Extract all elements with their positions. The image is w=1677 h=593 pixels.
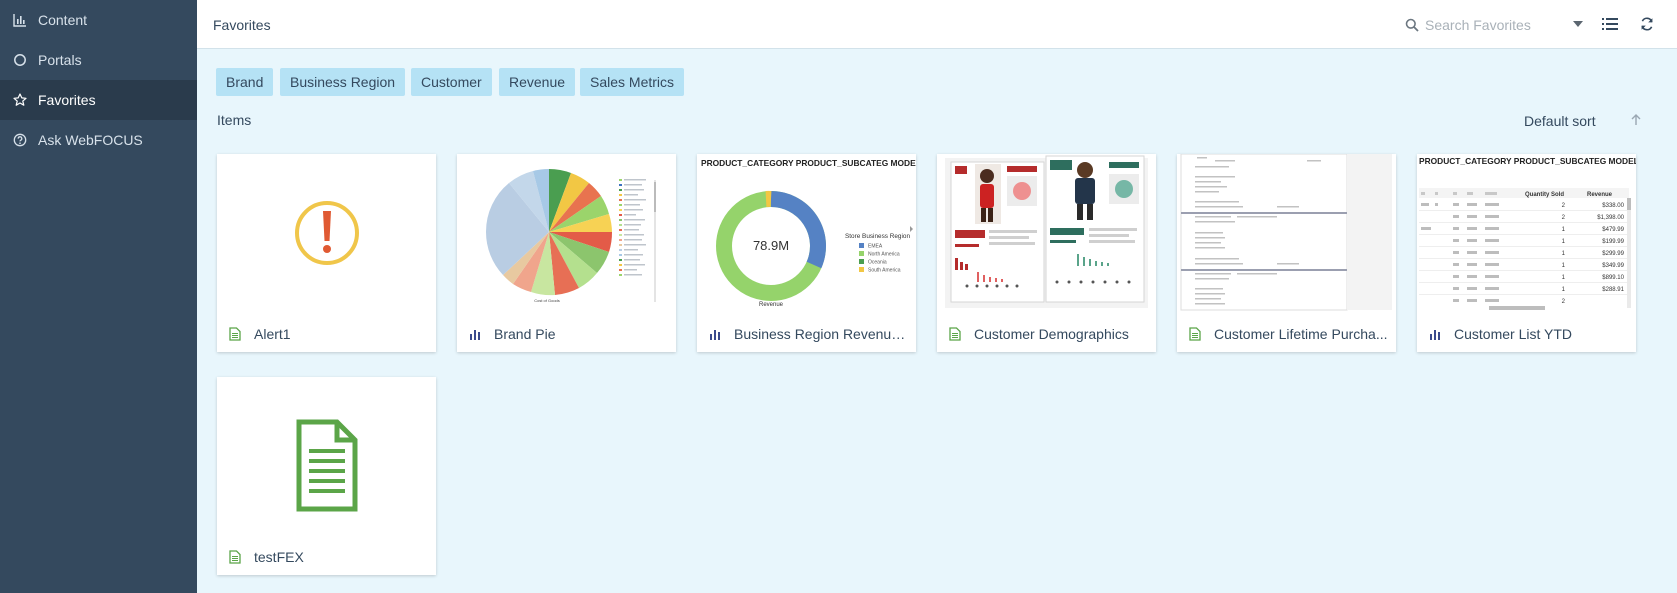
thumb-col-header: Quantity Sold	[1525, 192, 1564, 198]
bar-chart-icon	[12, 12, 28, 28]
thumb-cell: $349.99	[1602, 263, 1624, 269]
thumb-cell: 1	[1562, 251, 1566, 257]
thumb-cell: 1	[1562, 263, 1566, 269]
item-card-alert1[interactable]: Alert1	[217, 154, 436, 352]
document-icon	[229, 550, 243, 564]
thumb-cell: $479.99	[1602, 227, 1624, 233]
thumb-col-header: Revenue	[1587, 192, 1613, 198]
document-icon	[229, 327, 243, 341]
search-dropdown-button[interactable]	[1569, 15, 1587, 33]
sidebar-item-label: Content	[38, 12, 88, 28]
search-icon	[1405, 18, 1419, 32]
chart-icon	[1429, 327, 1443, 341]
thumb-cell: 1	[1562, 227, 1566, 233]
document-icon	[949, 327, 963, 341]
thumb-axis-label: Revenue	[759, 302, 784, 308]
items-heading: Items	[217, 112, 252, 128]
thumb-cell: $338.00	[1602, 203, 1624, 209]
sidebar-item-label: Ask WebFOCUS	[38, 132, 143, 148]
search-box	[1405, 14, 1585, 36]
list-icon	[1602, 18, 1618, 30]
thumb-cell: $288.91	[1602, 287, 1624, 293]
thumb-cell: 2	[1562, 215, 1566, 221]
list-view-button[interactable]	[1601, 15, 1619, 33]
item-card-business-region-revenue[interactable]: PRODUCT_CATEGORY PRODUCT_SUBCATEG MODEL …	[697, 154, 916, 352]
thumb-cell: $199.99	[1602, 239, 1624, 245]
card-thumbnail: Cost of Goods	[457, 154, 676, 314]
alert-icon	[295, 201, 359, 265]
chart-icon	[709, 327, 723, 341]
sort-direction-button[interactable]	[1629, 113, 1643, 127]
thumb-cell: 1	[1562, 287, 1566, 293]
sidebar-item-ask-webfocus[interactable]: Ask WebFOCUS	[0, 120, 197, 160]
table-thumbnail: PRODUCT_CATEGORY PRODUCT_SUBCATEG MODEL …	[1419, 156, 1636, 310]
item-card-testfex[interactable]: testFEX	[217, 377, 436, 575]
pie-chart-thumbnail: Cost of Goods	[485, 168, 670, 303]
refresh-icon	[1641, 17, 1653, 31]
star-icon	[12, 92, 28, 108]
thumb-legend-title: Store Business Region	[845, 233, 910, 240]
thumb-cell: $299.99	[1602, 251, 1624, 257]
thumb-header: PRODUCT_CATEGORY PRODUCT_SUBCATEG MODEL	[1419, 156, 1636, 166]
item-card-customer-demographics[interactable]: Customer Demographics	[937, 154, 1156, 352]
refresh-button[interactable]	[1638, 15, 1656, 33]
report-thumbnail	[1180, 154, 1392, 311]
sort-dropdown[interactable]: Default sort	[1524, 113, 1596, 129]
card-thumbnail	[217, 154, 436, 314]
tag-revenue[interactable]: Revenue	[499, 68, 576, 96]
donut-chart-thumbnail: PRODUCT_CATEGORY PRODUCT_SUBCATEG MODEL …	[701, 158, 916, 308]
thumb-value: 78.9M	[753, 238, 789, 253]
thumb-header: PRODUCT_CATEGORY PRODUCT_SUBCATEG MODEL	[701, 158, 916, 168]
card-title: Customer List YTD	[1454, 326, 1572, 342]
tag-business-region[interactable]: Business Region	[280, 68, 406, 96]
search-input[interactable]	[1425, 17, 1585, 33]
thumb-legend-item: North America	[868, 252, 900, 258]
thumb-legend-item: Oceania	[868, 260, 887, 266]
sidebar-item-label: Portals	[38, 52, 82, 68]
thumb-cell: 1	[1562, 275, 1566, 281]
tag-brand[interactable]: Brand	[216, 68, 274, 96]
card-title: Alert1	[254, 326, 291, 342]
thumb-cell: 1	[1562, 239, 1566, 245]
thumb-legend-item: South America	[868, 268, 901, 274]
help-circle-icon	[12, 132, 28, 148]
card-thumbnail: PRODUCT_CATEGORY PRODUCT_SUBCATEG MODEL …	[1417, 154, 1636, 314]
page-title: Favorites	[213, 17, 271, 33]
card-thumbnail: PRODUCT_CATEGORY PRODUCT_SUBCATEG MODEL …	[697, 154, 916, 314]
card-thumbnail	[937, 154, 1156, 314]
circle-icon	[12, 52, 28, 68]
thumb-legend-item: EMEA	[868, 244, 883, 250]
sidebar: Content Portals Favorites Ask WebFOCUS	[0, 0, 197, 593]
arrow-up-icon	[1631, 114, 1641, 125]
thumb-cell: 2	[1562, 203, 1566, 209]
item-card-customer-list-ytd[interactable]: PRODUCT_CATEGORY PRODUCT_SUBCATEG MODEL …	[1417, 154, 1636, 352]
card-thumbnail	[1177, 154, 1396, 314]
thumb-cell: $1,398.00	[1597, 215, 1624, 221]
sidebar-item-favorites[interactable]: Favorites	[0, 80, 197, 120]
pie-caption: Cost of Goods	[534, 298, 560, 303]
chart-icon	[469, 327, 483, 341]
document-icon	[296, 419, 358, 512]
card-title: testFEX	[254, 549, 304, 565]
report-thumbnail	[945, 155, 1148, 308]
thumb-cell: 2	[1562, 299, 1566, 305]
sidebar-item-label: Favorites	[38, 92, 96, 108]
card-title: Business Region Revenue ...	[734, 326, 909, 342]
card-title: Brand Pie	[494, 326, 556, 342]
card-title: Customer Lifetime Purcha...	[1214, 326, 1388, 342]
sidebar-item-content[interactable]: Content	[0, 0, 197, 40]
item-card-brand-pie[interactable]: Cost of Goods	[457, 154, 676, 352]
card-title: Customer Demographics	[974, 326, 1129, 342]
caret-down-icon	[1573, 21, 1583, 27]
document-icon	[1189, 327, 1203, 341]
sidebar-item-portals[interactable]: Portals	[0, 40, 197, 80]
tag-sales-metrics[interactable]: Sales Metrics	[580, 68, 685, 96]
header-bar: Favorites	[197, 0, 1677, 49]
thumb-cell: $899.10	[1602, 275, 1624, 281]
tag-customer[interactable]: Customer	[411, 68, 492, 96]
item-card-customer-lifetime-purchase[interactable]: Customer Lifetime Purcha...	[1177, 154, 1396, 352]
card-thumbnail	[217, 377, 436, 537]
